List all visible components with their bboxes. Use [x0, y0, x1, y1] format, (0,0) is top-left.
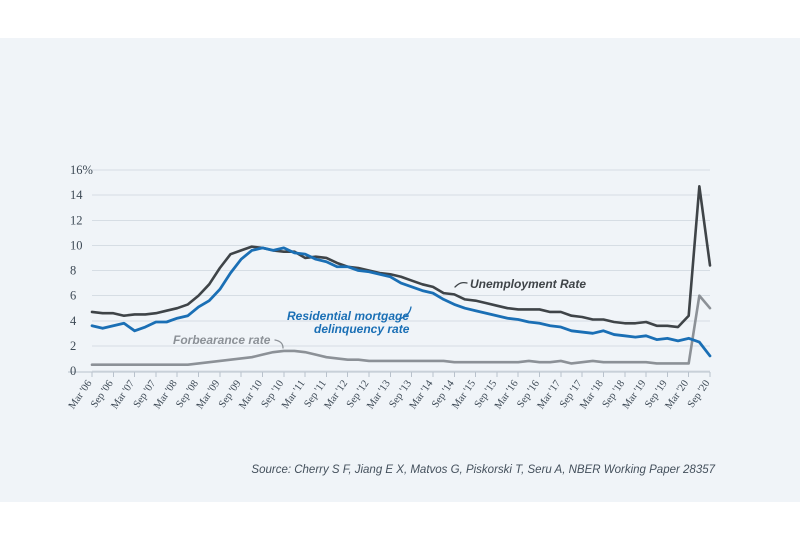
gridlines — [92, 169, 710, 372]
delinquency-leader-line — [398, 306, 412, 320]
unemployment-annotation-label: Unemployment Rate — [470, 277, 586, 291]
series-line-residential-mortgage-delinquency-rate — [90, 246, 712, 358]
y-tick-label: 16% — [70, 163, 93, 177]
annotation-delinquency: Residential mortgage delinquency rate — [287, 306, 412, 336]
y-tick-label: 14 — [70, 188, 83, 202]
series-line-forbearance-rate — [90, 294, 712, 367]
y-tick-label: 6 — [70, 289, 76, 303]
series-line-unemployment-rate — [90, 185, 712, 329]
y-tick-label: 8 — [70, 264, 76, 278]
forbearance-annotation-label: Forbearance rate — [173, 333, 271, 347]
data-series — [90, 185, 712, 367]
y-axis-tick-labels: 0 2 4 6 8 10 12 14 16% — [70, 163, 93, 378]
annotation-unemployment: Unemployment Rate — [454, 277, 586, 291]
y-tick-label: 12 — [70, 213, 83, 227]
x-axis — [68, 371, 711, 377]
x-tick-label: Mar '14 — [408, 378, 436, 412]
forbearance-leader-line — [274, 339, 284, 349]
y-tick-label: 10 — [70, 238, 83, 252]
y-tick-label: 4 — [70, 314, 77, 328]
delinquency-annotation-label-line2: delinquency rate — [314, 322, 410, 336]
y-tick-label: 2 — [70, 339, 76, 353]
x-tick-label: Sep '20 — [686, 378, 713, 410]
unemployment-leader-line — [454, 281, 468, 288]
delinquency-annotation-label-line1: Residential mortgage — [287, 309, 409, 323]
source-note: Source: Cherry S F, Jiang E X, Matvos G,… — [251, 464, 715, 476]
x-tick-label: Mar '06 — [67, 378, 95, 411]
y-tick-label: 0 — [70, 364, 76, 378]
annotation-forbearance: Forbearance rate — [173, 333, 284, 349]
x-tick-label: Mar '11 — [280, 378, 307, 411]
